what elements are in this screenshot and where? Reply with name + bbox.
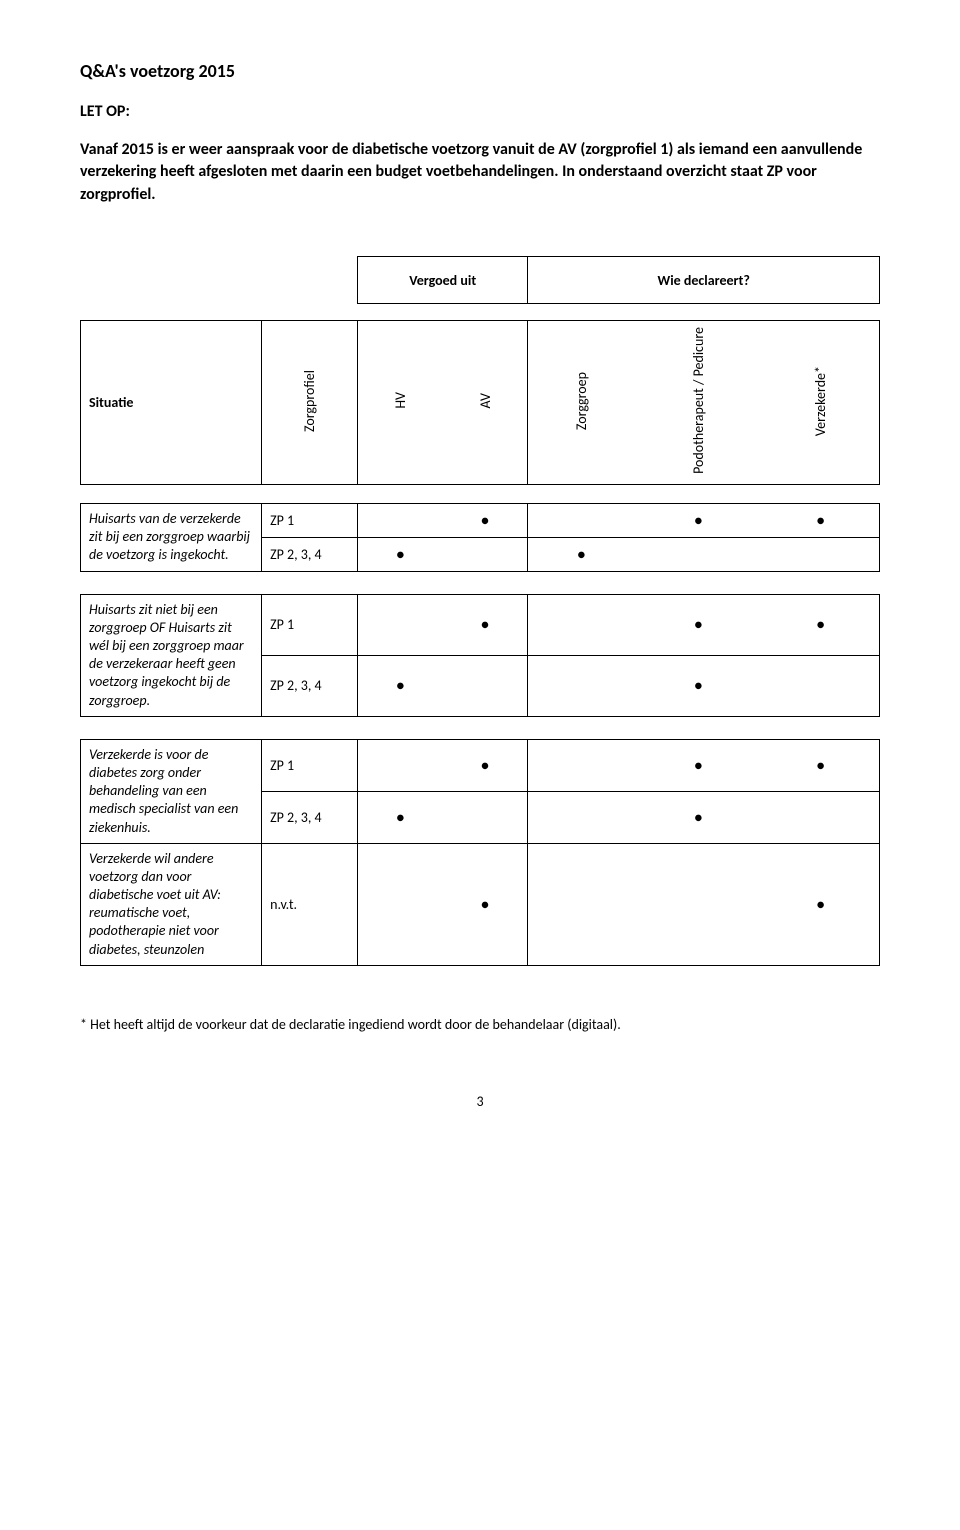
header-columns-row: Situatie Zorgprofiel HV AV Zorggroep Pod… [81,321,880,485]
zp-cell: ZP 1 [262,504,358,538]
col-verzekerde: Verzekerde* [812,366,829,436]
table-row: Huisarts zit niet bij een zorggroep OF H… [81,594,880,655]
intro-paragraph: Vanaf 2015 is er weer aanspraak voor de … [80,139,880,206]
col-zorggroep: Zorggroep [573,372,590,430]
table-row: Verzekerde wil andere voetzorg dan voor … [81,843,880,965]
zp-cell: ZP 2, 3, 4 [262,791,358,843]
col-vergoed-uit: Vergoed uit [357,257,527,304]
zp-cell: ZP 1 [262,594,358,655]
col-hv: HV [392,392,409,409]
situatie-cell: Verzekerde wil andere voetzorg dan voor … [81,843,262,965]
situatie-cell: Verzekerde is voor de diabetes zorg onde… [81,739,262,843]
zp-cell: ZP 1 [262,739,358,791]
letop-label: LET OP: [80,102,880,121]
col-situatie: Situatie [81,321,262,485]
col-wie-declareert: Wie declareert? [528,257,880,304]
col-podo: Podotherapeut / Pedicure [690,327,707,474]
zp-cell: ZP 2, 3, 4 [262,655,358,716]
page-title: Q&A's voetzorg 2015 [80,60,880,82]
col-zorgprofiel: Zorgprofiel [301,370,318,432]
zp-cell: ZP 2, 3, 4 [262,537,358,571]
zp-cell: n.v.t. [262,843,358,965]
overview-table: Vergoed uit Wie declareert? Situatie Zor… [80,256,880,966]
footer-note: * Het heeft altijd de voorkeur dat de de… [80,1016,880,1033]
col-av: AV [477,393,494,408]
header-group-row: Vergoed uit Wie declareert? [81,257,880,304]
situatie-cell: Huisarts van de verzekerde zit bij een z… [81,504,262,572]
table-row: Huisarts van de verzekerde zit bij een z… [81,504,880,538]
situatie-cell: Huisarts zit niet bij een zorggroep OF H… [81,594,262,716]
page-number: 3 [80,1093,880,1110]
table-row: Verzekerde is voor de diabetes zorg onde… [81,739,880,791]
